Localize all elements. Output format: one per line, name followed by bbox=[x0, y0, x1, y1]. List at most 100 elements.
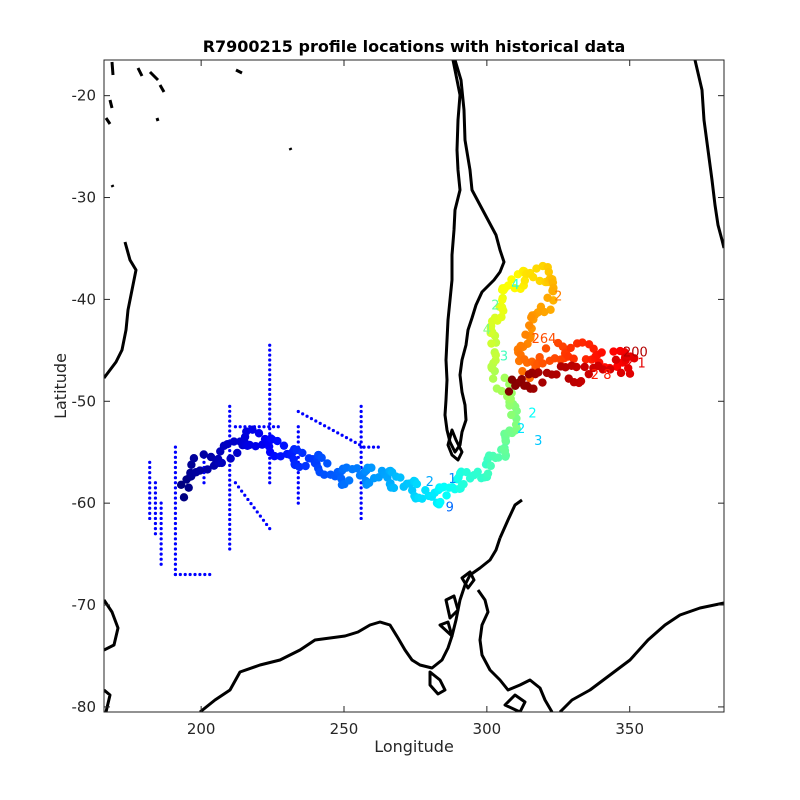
trajectory-point bbox=[352, 464, 362, 473]
profile-number-label: 264 bbox=[532, 332, 557, 347]
historical-point bbox=[268, 471, 272, 475]
trajectory-point bbox=[189, 454, 199, 463]
trajectory-point bbox=[504, 387, 514, 396]
historical-point bbox=[228, 542, 232, 546]
y-tick-label: -30 bbox=[72, 189, 97, 207]
historical-point bbox=[173, 552, 178, 556]
historical-point bbox=[353, 440, 357, 444]
historical-point bbox=[228, 512, 232, 517]
historical-point bbox=[148, 476, 152, 480]
historical-point bbox=[258, 514, 262, 518]
historical-point bbox=[173, 547, 178, 551]
trajectory-point bbox=[497, 303, 507, 312]
profile-number-label: 2 bbox=[491, 299, 499, 314]
historical-point bbox=[153, 521, 158, 526]
y-tick-label: -80 bbox=[72, 698, 97, 716]
historical-point bbox=[173, 511, 178, 515]
trajectory-point bbox=[499, 444, 508, 454]
historical-point bbox=[148, 470, 152, 475]
historical-point bbox=[249, 502, 253, 506]
historical-point bbox=[202, 481, 206, 485]
historical-point bbox=[193, 572, 197, 577]
trajectory-point bbox=[226, 454, 235, 463]
trajectory-point bbox=[589, 363, 598, 373]
trajectory-point bbox=[580, 362, 589, 372]
profile-number-label: 2 bbox=[554, 289, 562, 304]
y-tick-label: -40 bbox=[72, 290, 97, 308]
historical-point bbox=[228, 527, 232, 531]
historical-point bbox=[228, 478, 232, 482]
profile-number-label: 200 bbox=[623, 345, 648, 360]
historical-point bbox=[228, 434, 232, 438]
historical-point bbox=[344, 436, 349, 440]
historical-point bbox=[359, 516, 363, 521]
trajectory-point bbox=[589, 344, 598, 354]
trajectory-point bbox=[199, 450, 208, 459]
historical-point bbox=[252, 506, 256, 510]
trajectory-point bbox=[630, 354, 639, 363]
historical-point bbox=[296, 501, 300, 505]
trajectory-point bbox=[518, 367, 527, 376]
historical-point bbox=[296, 430, 300, 434]
coastline-antarctic-peninsula bbox=[438, 498, 523, 638]
historical-point bbox=[188, 572, 192, 577]
historical-point bbox=[228, 503, 232, 507]
historical-point bbox=[148, 511, 152, 515]
historical-point bbox=[228, 404, 232, 408]
trajectory-point bbox=[548, 287, 558, 296]
historical-point bbox=[240, 489, 244, 493]
x-tick-label: 350 bbox=[615, 720, 644, 738]
trajectory-point bbox=[625, 369, 635, 378]
trajectory-point bbox=[462, 467, 471, 477]
historical-point bbox=[153, 501, 158, 505]
historical-point bbox=[173, 562, 178, 566]
historical-point bbox=[296, 496, 300, 500]
historical-point bbox=[268, 373, 272, 377]
trajectory-point bbox=[436, 497, 445, 507]
historical-point bbox=[203, 572, 207, 577]
historical-point bbox=[153, 491, 158, 495]
x-tick-label: 200 bbox=[187, 720, 216, 738]
historical-point bbox=[228, 473, 232, 477]
historical-point bbox=[173, 455, 178, 459]
historical-point bbox=[148, 496, 152, 500]
trajectory-point bbox=[500, 373, 509, 383]
historical-point bbox=[173, 527, 178, 531]
historical-point bbox=[264, 522, 269, 527]
historical-point bbox=[268, 422, 272, 426]
historical-point bbox=[228, 498, 232, 502]
historical-point bbox=[276, 425, 280, 429]
historical-point bbox=[296, 440, 300, 444]
historical-point bbox=[153, 516, 158, 521]
historical-point bbox=[314, 419, 318, 423]
trajectory-point bbox=[367, 463, 376, 472]
historical-point bbox=[159, 511, 163, 515]
historical-point bbox=[183, 572, 187, 577]
historical-point bbox=[202, 460, 206, 465]
coastline-islands-north bbox=[104, 61, 293, 188]
y-tick-label: -60 bbox=[72, 494, 97, 512]
historical-point bbox=[268, 392, 272, 396]
axes-box bbox=[103, 59, 725, 713]
historical-point bbox=[228, 522, 232, 527]
historical-point bbox=[296, 486, 300, 490]
historical-point bbox=[246, 497, 250, 502]
trajectory-point bbox=[320, 470, 329, 479]
historical-point bbox=[358, 443, 362, 447]
historical-point bbox=[228, 424, 232, 428]
trajectory-point bbox=[492, 384, 502, 393]
trajectory-point bbox=[412, 479, 422, 489]
coastline-tierra-del-fuego bbox=[446, 428, 464, 462]
historical-point bbox=[268, 358, 272, 362]
historical-point bbox=[257, 425, 261, 429]
trajectory-point bbox=[442, 491, 451, 500]
trajectory-point bbox=[195, 466, 205, 475]
historical-point bbox=[359, 501, 363, 505]
historical-point bbox=[173, 450, 178, 454]
historical-point bbox=[362, 445, 366, 449]
historical-point bbox=[228, 547, 232, 551]
historical-point bbox=[148, 460, 152, 465]
trajectory-point bbox=[488, 374, 498, 383]
